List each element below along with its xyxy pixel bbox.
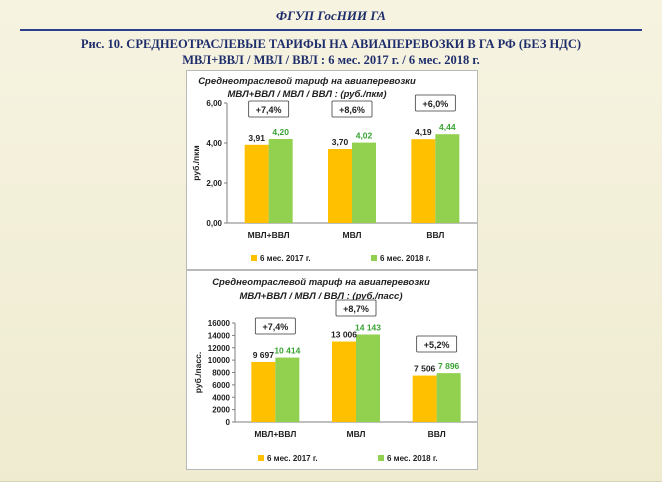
category-label: ВВЛ (428, 429, 446, 439)
chart-rub-per-pkm: Среднеотраслевой тариф на авиаперевозки М… (191, 76, 477, 263)
y-tick-label: 14000 (208, 331, 231, 340)
category-label: ВВЛ (426, 230, 444, 240)
bar-2018 (268, 139, 293, 223)
growth-callout-label: +8,7% (343, 304, 369, 314)
growth-callout-box (248, 100, 290, 118)
category-label: МВЛ+ВВЛ (254, 429, 296, 439)
data-label-2018: 4,02 (356, 131, 373, 141)
chart-title-line-1: Среднеотраслевой тариф на авиаперевозки (212, 277, 430, 288)
y-tick-label: 4000 (212, 393, 230, 402)
chart-rub-per-pass: Среднеотраслевой тариф на авиаперевозки М… (193, 277, 477, 463)
figure-title: Рис. 10. СРЕДНЕОТРАСЛЕВЫЕ ТАРИФЫ НА АВИА… (20, 36, 642, 68)
bar-2018 (436, 373, 461, 422)
legend-label-2018: 6 мес. 2018 г. (380, 254, 431, 263)
data-label-2017: 9 697 (253, 350, 275, 360)
data-label-2017: 13 006 (331, 330, 357, 340)
y-tick-label: 2,00 (206, 179, 222, 188)
y-tick-label: 10000 (208, 356, 231, 365)
chart-panel-rub-per-pass: Среднеотраслевой тариф на авиаперевозки М… (186, 270, 478, 470)
y-axis-label: руб./пасс. (193, 352, 203, 393)
chart-title-line-2: МВЛ+ВВЛ / МВЛ / ВВЛ : (руб./пасс) (239, 291, 402, 302)
figure-title-line-1: Рис. 10. СРЕДНЕОТРАСЛЕВЫЕ ТАРИФЫ НА АВИА… (80, 37, 582, 51)
growth-callout-box (416, 335, 458, 353)
growth-callout-label: +7,4% (262, 322, 288, 332)
chart-title-line-2: МВЛ+ВВЛ / МВЛ / ВВЛ : (руб./пкм) (227, 89, 386, 100)
data-label-2017: 3,91 (248, 133, 265, 143)
figure-title-line-2: МВЛ+ВВЛ / МВЛ / ВВЛ : 6 мес. 2017 г. / 6… (182, 53, 480, 67)
bar-2017 (412, 375, 437, 422)
growth-callout-box (335, 299, 377, 317)
y-tick-label: 2000 (212, 406, 230, 415)
y-tick-label: 12000 (208, 344, 231, 353)
bar-2018 (356, 334, 380, 422)
legend-swatch-2018 (371, 255, 377, 261)
growth-callout-label: +7,4% (256, 105, 282, 115)
bar-2017 (244, 144, 269, 223)
growth-callout-box (331, 100, 373, 118)
y-tick-label: 6000 (212, 381, 230, 390)
bar-2017 (411, 139, 436, 223)
data-label-2018: 7 896 (438, 361, 460, 371)
bar-2018 (435, 134, 460, 223)
y-axis-label: руб./пкм (191, 145, 201, 180)
growth-callout-label: +8,6% (339, 105, 365, 115)
y-tick-label: 0,00 (206, 219, 222, 228)
legend-label-2018: 6 мес. 2018 г. (387, 454, 438, 463)
data-label-2017: 3,70 (332, 137, 349, 147)
data-label-2018: 4,20 (272, 127, 289, 137)
category-label: МВЛ (347, 429, 366, 439)
org-header: ФГУП ГосНИИ ГА (276, 8, 386, 23)
y-tick-label: 4,00 (206, 139, 222, 148)
y-tick-label: 8000 (212, 369, 230, 378)
legend-label-2017: 6 мес. 2017 г. (260, 254, 311, 263)
bar-2018 (275, 357, 300, 422)
data-label-2018: 14 143 (355, 322, 381, 332)
y-tick-label: 16000 (208, 319, 231, 328)
bar-2017 (332, 341, 356, 422)
header-divider (20, 29, 642, 31)
bar-2017 (251, 361, 276, 422)
legend-label-2017: 6 мес. 2017 г. (267, 454, 318, 463)
growth-callout-box (414, 94, 456, 112)
bar-2017 (328, 149, 352, 223)
growth-callout-label: +6,0% (422, 99, 448, 109)
category-label: МВЛ+ВВЛ (248, 230, 290, 240)
data-label-2017: 7 506 (414, 364, 436, 374)
legend-swatch-2018 (378, 455, 384, 461)
bar-2018 (352, 142, 376, 223)
data-label-2018: 4,44 (439, 122, 456, 132)
y-tick-label: 0 (226, 418, 231, 427)
legend-swatch-2017 (258, 455, 264, 461)
growth-callout-box (254, 317, 296, 335)
category-label: МВЛ (343, 230, 362, 240)
data-label-2017: 4,19 (415, 127, 432, 137)
legend-swatch-2017 (251, 255, 257, 261)
chart-title-line-1: Среднеотраслевой тариф на авиаперевозки (198, 76, 416, 87)
growth-callout-label: +5,2% (424, 340, 450, 350)
y-tick-label: 6,00 (206, 99, 222, 108)
data-label-2018: 10 414 (274, 346, 300, 356)
footer-bar (0, 481, 662, 494)
chart-panel-rub-per-pkm: Среднеотраслевой тариф на авиаперевозки М… (186, 70, 478, 270)
